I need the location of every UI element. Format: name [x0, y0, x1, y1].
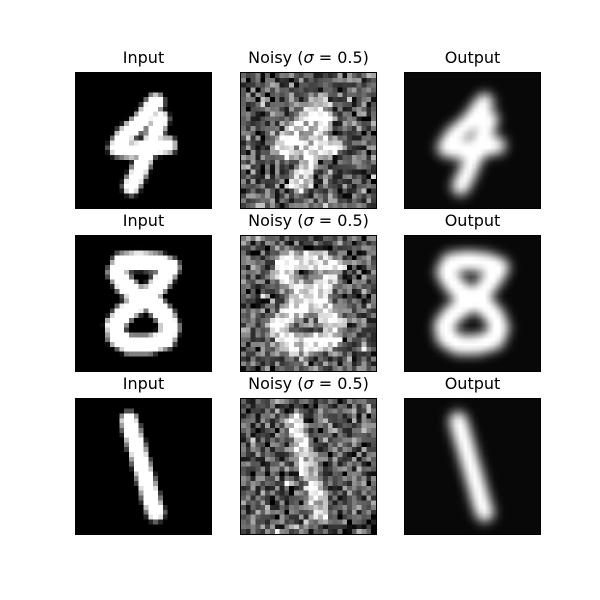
panel-title-noisy: Noisy (σ = 0.5) [240, 211, 377, 231]
noisy-image-digit-4 [240, 72, 377, 209]
digit-image [405, 73, 540, 208]
panel-title-output: Output [444, 48, 501, 67]
digit-image [405, 236, 540, 371]
digit-image [76, 399, 211, 534]
digit-image [241, 399, 376, 534]
title-part: Noisy ( [248, 48, 304, 67]
noisy-image-digit-1 [240, 398, 377, 535]
panel-title-input: Input [122, 48, 165, 67]
title-part: = 0.5) [313, 48, 369, 67]
title-part: Noisy ( [248, 374, 304, 393]
panel-title-noisy: Noisy (σ = 0.5) [240, 48, 377, 68]
title-part: Noisy ( [248, 211, 304, 230]
output-image-digit-4 [404, 72, 541, 209]
digit-image [76, 236, 211, 371]
panel-title-noisy: Noisy (σ = 0.5) [240, 374, 377, 394]
title-part: = 0.5) [313, 211, 369, 230]
title-part: = 0.5) [313, 374, 369, 393]
panel-title-output: Output [444, 374, 501, 393]
input-image-digit-4 [75, 72, 212, 209]
sigma-symbol: σ [303, 374, 314, 393]
input-image-digit-8 [75, 235, 212, 372]
input-image-digit-1 [75, 398, 212, 535]
panel-title-input: Input [122, 211, 165, 230]
noisy-image-digit-8 [240, 235, 377, 372]
digit-image [76, 73, 211, 208]
output-image-digit-8 [404, 235, 541, 372]
panel-title-input: Input [122, 374, 165, 393]
sigma-symbol: σ [303, 48, 314, 67]
panel-title-output: Output [444, 211, 501, 230]
output-image-digit-1 [404, 398, 541, 535]
digit-image [241, 236, 376, 371]
digit-image [405, 399, 540, 534]
digit-image [241, 73, 376, 208]
sigma-symbol: σ [303, 211, 314, 230]
